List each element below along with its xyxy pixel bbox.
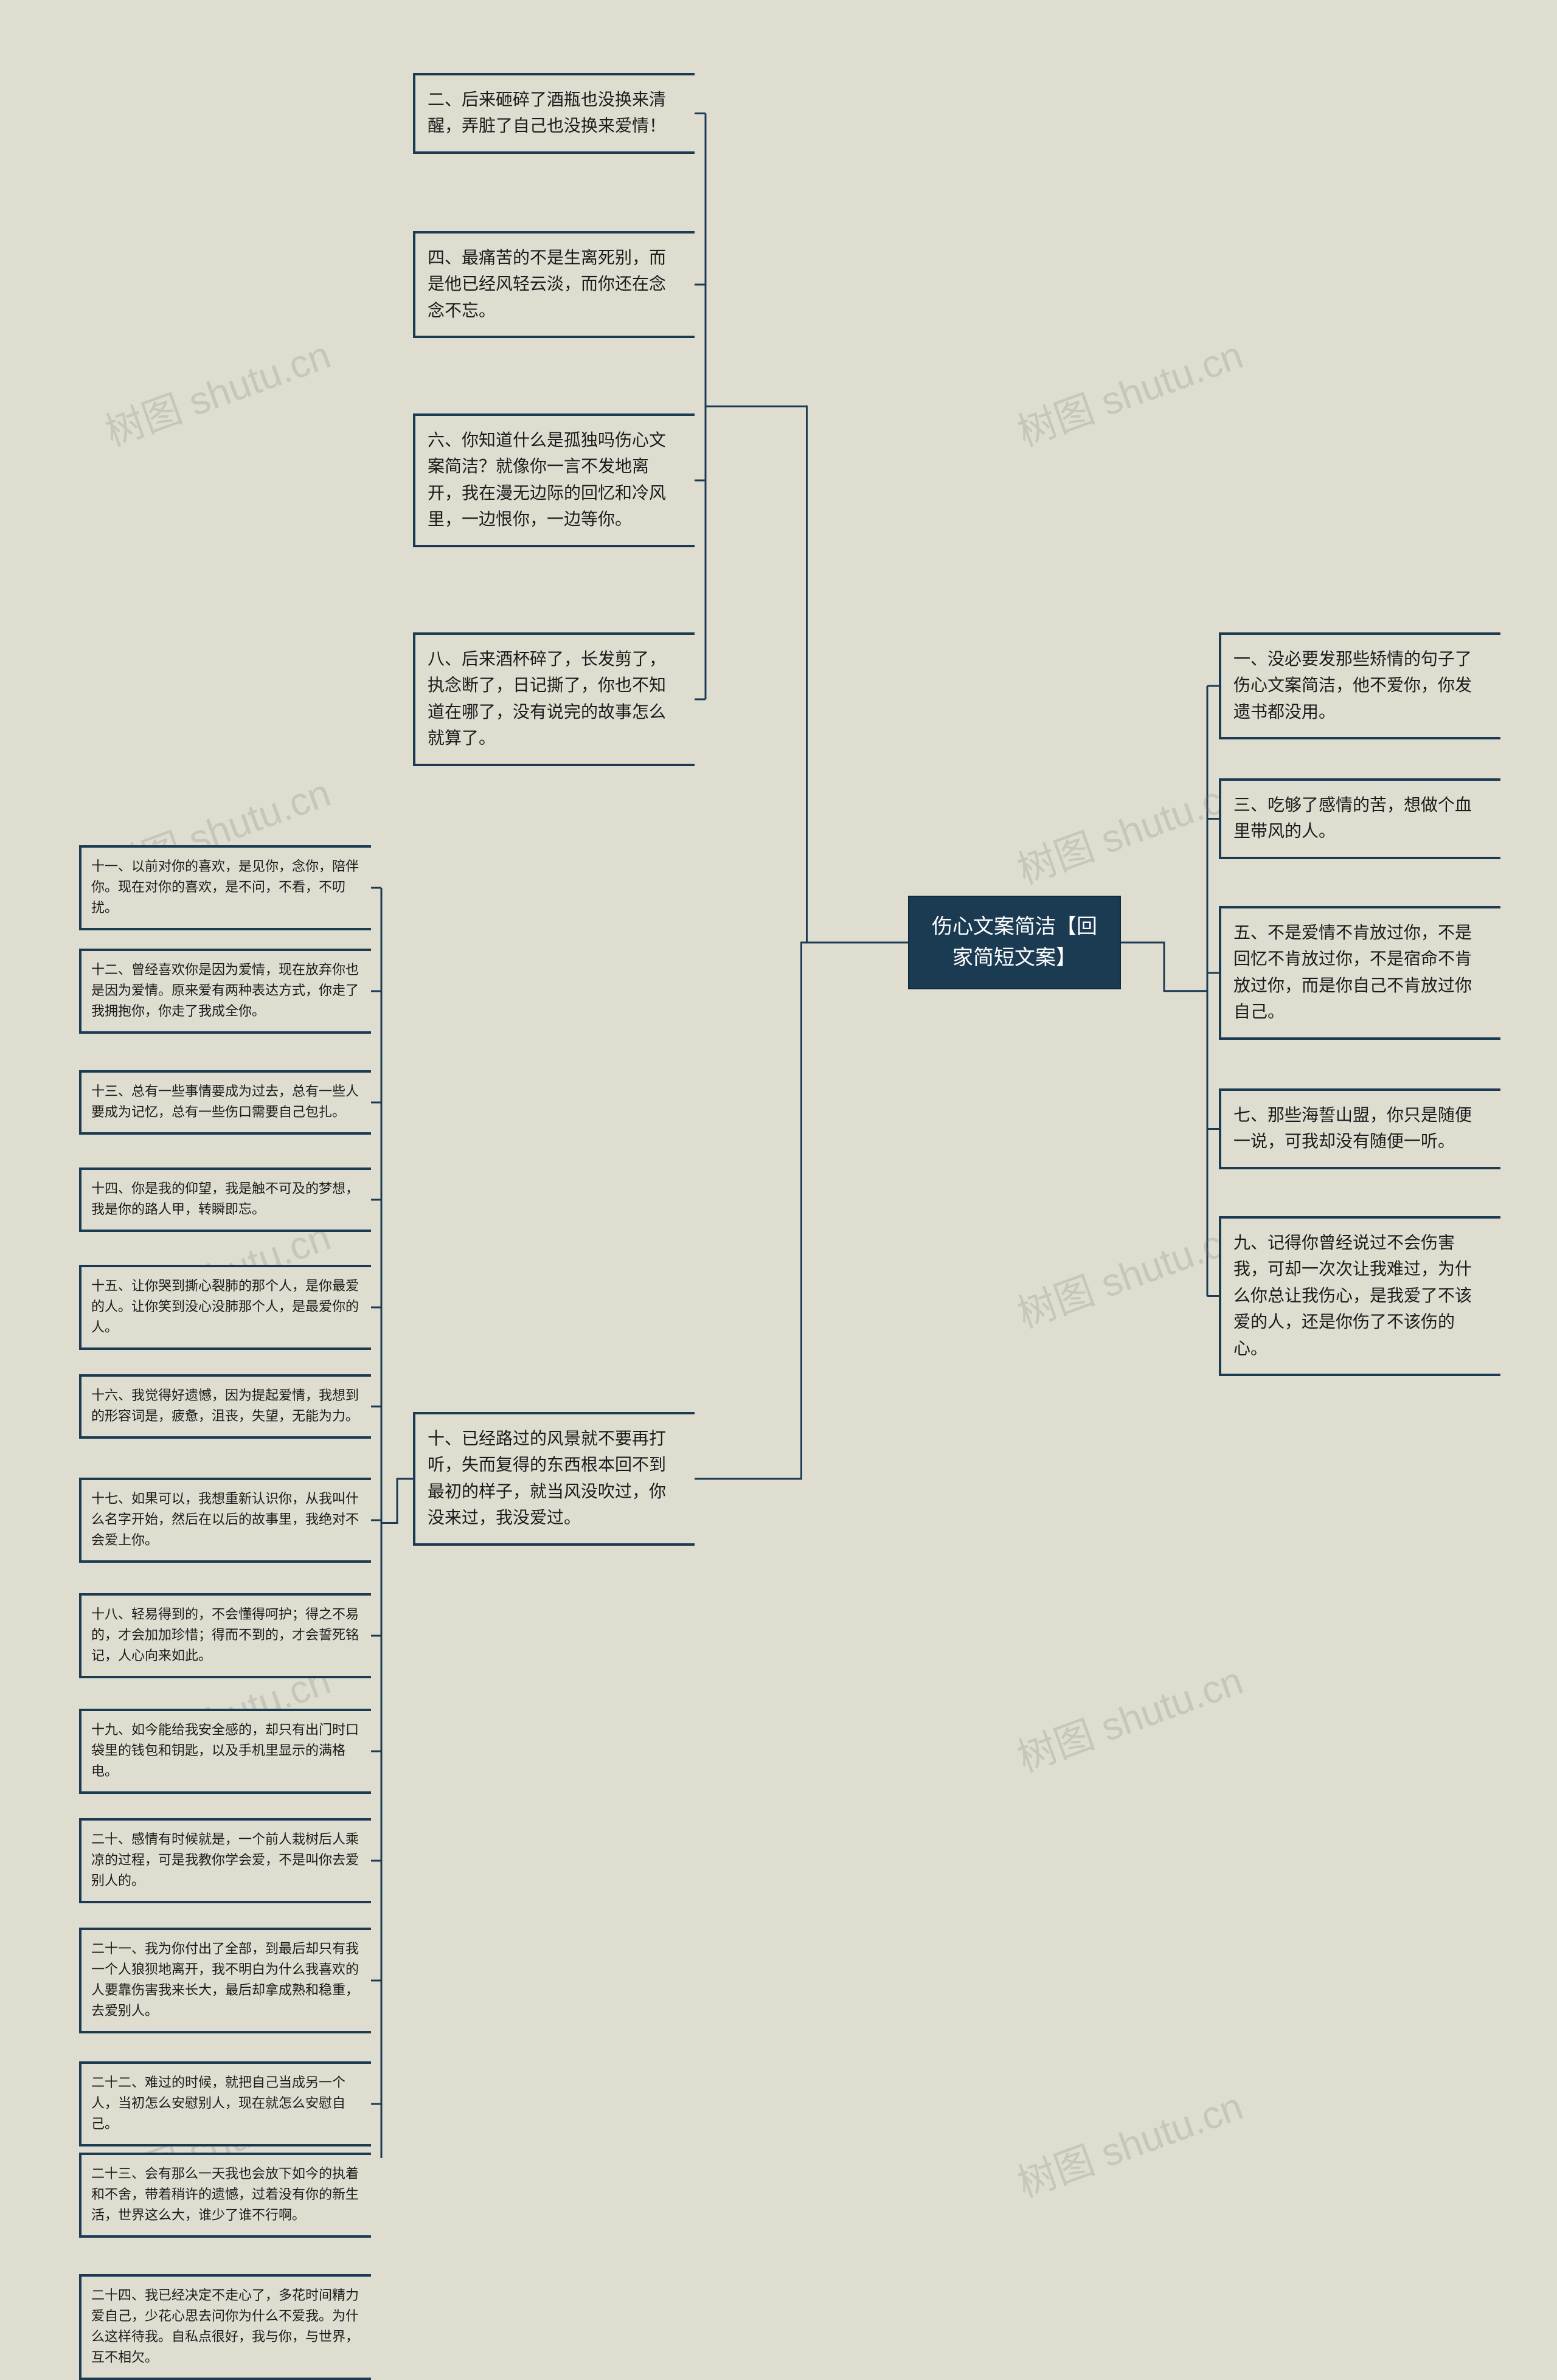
watermark: 树图 shutu.cn [1009,2075,1250,2209]
watermark: 树图 shutu.cn [97,324,338,457]
node-b9: 九、记得你曾经说过不会伤害我，可却一次次让我难过，为什么你总让我伤心，是我爱了不… [1219,1216,1500,1376]
node-b8: 八、后来酒杯碎了，长发剪了，执念断了，日记撕了，你也不知道在哪了，没有说完的故事… [413,632,695,766]
node-b2: 二、后来砸碎了酒瓶也没换来清醒，弄脏了自己也没换来爱情！ [413,73,695,154]
watermark: 树图 shutu.cn [1009,1206,1250,1339]
node-b3: 三、吃够了感情的苦，想做个血里带风的人。 [1219,778,1500,859]
node-b11: 十一、以前对你的喜欢，是见你，念你，陪伴你。现在对你的喜欢，是不问，不看，不叨扰… [79,845,371,930]
node-b13: 十三、总有一些事情要成为过去，总有一些人要成为记忆，总有一些伤口需要自己包扎。 [79,1070,371,1135]
node-b1: 一、没必要发那些矫情的句子了伤心文案简洁，他不爱你，你发遗书都没用。 [1219,632,1500,739]
root-node: 伤心文案简洁【回家简短文案】 [908,896,1121,989]
node-b4: 四、最痛苦的不是生离死别，而是他已经风轻云淡，而你还在念念不忘。 [413,231,695,338]
node-b23: 二十三、会有那么一天我也会放下如今的执着和不舍，带着稍许的遗憾，过着没有你的新生… [79,2153,371,2238]
node-b20: 二十、感情有时候就是，一个前人栽树后人乘凉的过程，可是我教你学会爱，不是叫你去爱… [79,1818,371,1903]
node-b7: 七、那些海誓山盟，你只是随便一说，可我却没有随便一听。 [1219,1088,1500,1169]
node-b19: 十九、如今能给我安全感的，却只有出门时口袋里的钱包和钥匙，以及手机里显示的满格电… [79,1709,371,1794]
watermark: 树图 shutu.cn [1009,1650,1250,1783]
node-b15: 十五、让你哭到撕心裂肺的那个人，是你最爱的人。让你笑到没心没肺那个人，是最爱你的… [79,1265,371,1350]
mindmap-canvas: 伤心文案简洁【回家简短文案】树图 shutu.cn树图 shutu.cn树图 s… [0,0,1557,2158]
watermark: 树图 shutu.cn [1009,324,1250,457]
node-b6: 六、你知道什么是孤独吗伤心文案简洁？就像你一言不发地离开，我在漫无边际的回忆和冷… [413,413,695,547]
node-b10: 十、已经路过的风景就不要再打听，失而复得的东西根本回不到最初的样子，就当风没吹过… [413,1412,695,1546]
node-b17: 十七、如果可以，我想重新认识你，从我叫什么名字开始，然后在以后的故事里，我绝对不… [79,1478,371,1563]
node-b16: 十六、我觉得好遗憾，因为提起爱情，我想到的形容词是，疲惫，沮丧，失望，无能为力。 [79,1374,371,1439]
node-b21: 二十一、我为你付出了全部，到最后却只有我一个人狼狈地离开，我不明白为什么我喜欢的… [79,1928,371,2033]
node-b22: 二十二、难过的时候，就把自己当成另一个人，当初怎么安慰别人，现在就怎么安慰自己。 [79,2061,371,2146]
node-b12: 十二、曾经喜欢你是因为爱情，现在放弃你也是因为爱情。原来爱有两种表达方式，你走了… [79,949,371,1034]
node-b5: 五、不是爱情不肯放过你，不是回忆不肯放过你，不是宿命不肯放过你，而是你自己不肯放… [1219,906,1500,1040]
node-b18: 十八、轻易得到的，不会懂得呵护；得之不易的，才会加加珍惜；得而不到的，才会誓死铭… [79,1593,371,1678]
watermark: 树图 shutu.cn [1009,762,1250,895]
node-b24: 二十四、我已经决定不走心了，多花时间精力爱自己，少花心思去问你为什么不爱我。为什… [79,2274,371,2380]
node-b14: 十四、你是我的仰望，我是触不可及的梦想，我是你的路人甲，转瞬即忘。 [79,1168,371,1232]
